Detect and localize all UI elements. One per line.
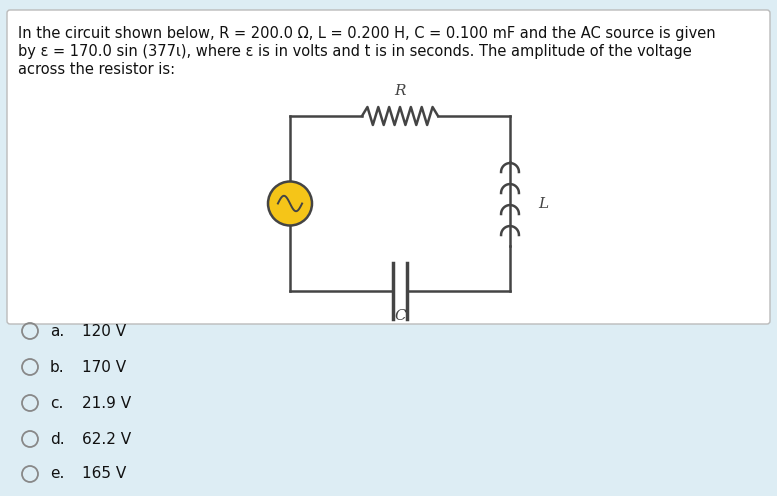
Text: d.: d. <box>50 432 64 446</box>
Text: C: C <box>394 309 406 323</box>
Text: 62.2 V: 62.2 V <box>82 432 131 446</box>
FancyBboxPatch shape <box>7 10 770 324</box>
Text: In the circuit shown below, R = 200.0 Ω, L = 0.200 H, C = 0.100 mF and the AC so: In the circuit shown below, R = 200.0 Ω,… <box>18 26 716 41</box>
Text: 165 V: 165 V <box>82 467 126 482</box>
Text: c.: c. <box>50 395 64 411</box>
Text: 170 V: 170 V <box>82 360 126 374</box>
Text: 120 V: 120 V <box>82 323 126 338</box>
Text: across the resistor is:: across the resistor is: <box>18 62 175 77</box>
Text: by ε = 170.0 sin (377ι), where ε is in volts and t is in seconds. The amplitude : by ε = 170.0 sin (377ι), where ε is in v… <box>18 44 692 59</box>
Text: a.: a. <box>50 323 64 338</box>
Text: b.: b. <box>50 360 64 374</box>
Text: e.: e. <box>50 467 64 482</box>
Text: R: R <box>394 84 406 98</box>
Circle shape <box>268 182 312 226</box>
Text: L: L <box>538 196 548 210</box>
Text: 21.9 V: 21.9 V <box>82 395 131 411</box>
